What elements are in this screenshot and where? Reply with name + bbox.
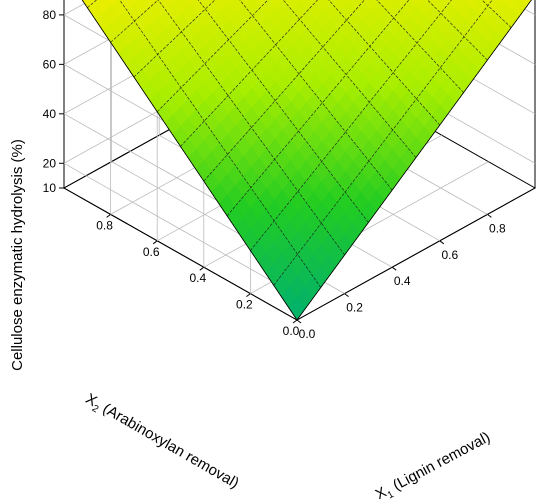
surface-patch [360,0,365,3]
x2-tick-label: 0.0 [283,324,300,338]
x1-tick-label: 0.4 [394,274,411,288]
tick-labels: 10204060801001200.00.20.40.60.80.00.20.4… [43,8,506,341]
mesh-line-x1 [376,0,464,93]
x2-tick-mark [152,240,158,245]
x1-tick-label: 0.6 [441,248,458,262]
surface-patch [500,0,506,3]
z-tick-label: 60 [43,57,57,71]
surface-patch [328,0,334,3]
x2-tick-mark [199,266,205,271]
x2-tick-label: 0.4 [189,271,206,285]
z-tick-label: 10 [43,181,57,195]
x2-tick-label: 0.8 [96,218,113,232]
x1-tick-mark [487,213,492,218]
x2-tick-mark [292,319,298,324]
mesh-line-x1 [119,0,322,288]
x1-axis-label: X1 (Lignin removal) [373,429,495,499]
surface-patch [312,0,318,3]
mesh-line-x1 [282,0,417,158]
x2-tick-mark [246,293,251,298]
x1-tick-mark [391,266,397,271]
mesh-line-x1 [239,0,393,191]
x2-tick-mark [106,213,111,218]
mesh-line-x2 [133,0,216,78]
z-tick-label: 80 [43,8,57,22]
x1-tick-mark [439,240,445,245]
z-tick-label: 20 [43,156,57,170]
surface-patch [444,0,452,4]
x2-tick-label: 0.6 [143,245,160,259]
surface-patch [132,0,139,4]
x1-tick-label: 0.8 [489,221,506,235]
x1-tick-mark [296,319,302,324]
x2-tick-label: 0.2 [236,298,253,312]
mesh-line-x2 [156,0,269,112]
surface-outline [81,0,532,321]
response-surface [81,0,532,321]
x1-tick-label: 0.0 [299,327,316,341]
mesh-line-x1 [427,0,488,61]
x1-tick-mark [344,293,349,298]
x1-tick-label: 0.2 [346,301,363,315]
mesh-line-x2 [203,0,365,182]
x2-axis-label: X2 (Arabinoxylan removal) [81,390,242,494]
surface-patch [225,0,234,5]
surface-patch [171,0,178,4]
z-tick-label: 40 [43,107,57,121]
mesh-line-x1 [328,0,441,126]
mesh-line-x1 [157,0,345,256]
surface-patch [344,0,350,3]
z-axis-label: Cellulose enzymatic hydrolysis (%) [9,139,26,371]
